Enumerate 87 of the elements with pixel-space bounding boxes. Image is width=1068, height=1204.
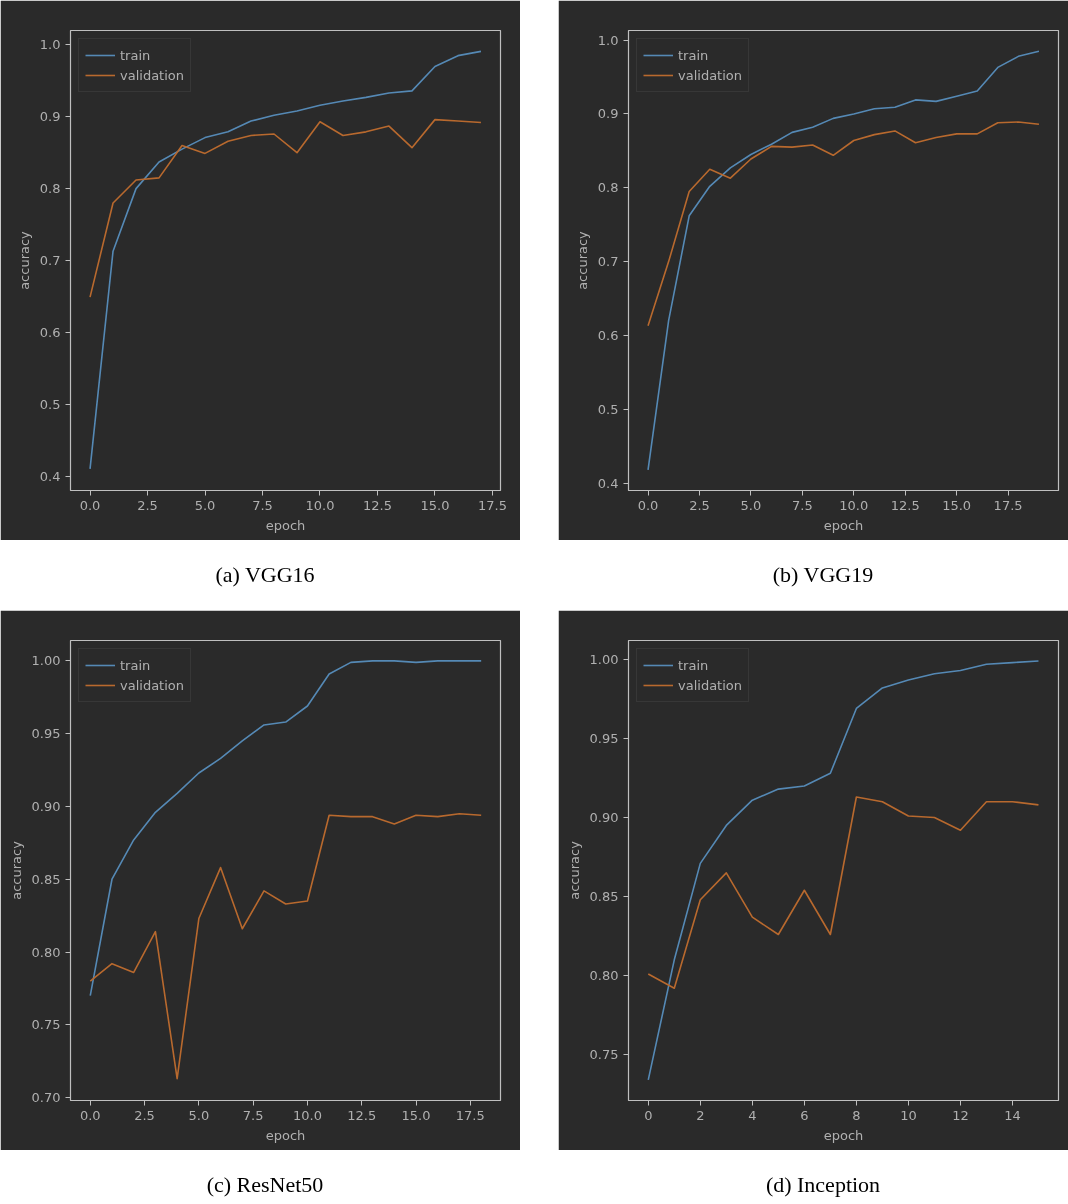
y-tick-label: 1.0 bbox=[39, 37, 61, 53]
x-tick-label: 17.5 bbox=[993, 497, 1023, 513]
y-tick-label: 0.4 bbox=[39, 468, 61, 484]
y-tick-label: 0.7 bbox=[597, 254, 619, 270]
line-series bbox=[647, 660, 1040, 1081]
x-tick-label: 2.5 bbox=[689, 497, 710, 513]
x-tick-label: 17.5 bbox=[477, 497, 507, 513]
y-axis-title: accuracy bbox=[8, 840, 24, 900]
x-tick-label: 2 bbox=[696, 1107, 705, 1123]
line-series bbox=[89, 118, 482, 298]
legend-label: validation bbox=[120, 677, 185, 693]
y-tick-label: 0.85 bbox=[589, 889, 619, 905]
y-tick-label: 0.9 bbox=[39, 109, 61, 125]
x-tick-label: 7.5 bbox=[792, 497, 813, 513]
x-tick-label: 5.0 bbox=[194, 497, 216, 513]
x-tick-label: 0.0 bbox=[79, 497, 101, 513]
x-tick-label: 0.0 bbox=[637, 497, 659, 513]
y-tick-label: 0.75 bbox=[31, 1017, 61, 1033]
y-axis-title: accuracy bbox=[16, 230, 32, 290]
x-tick-label: 10.0 bbox=[839, 497, 869, 513]
y-tick-label: 0.95 bbox=[589, 731, 619, 747]
text: (d) Inception bbox=[765, 1171, 881, 1199]
y-tick-label: 1.00 bbox=[589, 651, 619, 667]
legend-label: train bbox=[120, 657, 151, 673]
text: (a) VGG16 bbox=[215, 561, 315, 589]
text: (b) VGG19 bbox=[772, 561, 874, 589]
y-tick-label: 1.00 bbox=[31, 653, 61, 669]
y-tick-label: 0.80 bbox=[31, 944, 61, 960]
line-series bbox=[89, 50, 482, 470]
legend-label: validation bbox=[678, 67, 743, 83]
line-series bbox=[89, 812, 482, 1080]
x-tick-label: 4 bbox=[748, 1107, 757, 1123]
x-tick-label: 0.0 bbox=[79, 1107, 101, 1123]
x-tick-label: 5.0 bbox=[740, 497, 762, 513]
x-tick-label: 12 bbox=[952, 1107, 969, 1123]
x-tick-label: 15.0 bbox=[942, 497, 972, 513]
y-tick-label: 0.70 bbox=[31, 1090, 61, 1106]
y-tick-label: 0.8 bbox=[39, 181, 61, 197]
x-tick-label: 5.0 bbox=[188, 1107, 210, 1123]
line-series bbox=[647, 796, 1040, 990]
y-tick-label: 0.6 bbox=[597, 327, 619, 343]
line-series bbox=[647, 50, 1040, 471]
x-tick-label: 7.5 bbox=[252, 497, 273, 513]
x-tick-label: 6 bbox=[800, 1107, 809, 1123]
x-tick-label: 2.5 bbox=[134, 1107, 155, 1123]
x-tick-label: 10.0 bbox=[292, 1107, 322, 1123]
x-axis-title: epoch bbox=[265, 1127, 306, 1143]
y-tick-label: 0.4 bbox=[597, 475, 619, 491]
line-series bbox=[89, 660, 482, 997]
legend-label: validation bbox=[678, 677, 743, 693]
x-tick-label: 0 bbox=[644, 1107, 653, 1123]
line-series bbox=[647, 121, 1040, 327]
legend-label: train bbox=[120, 47, 151, 63]
legend-label: train bbox=[678, 657, 709, 673]
y-tick-label: 0.80 bbox=[589, 968, 619, 984]
legend-label: validation bbox=[120, 67, 185, 83]
x-tick-label: 8 bbox=[852, 1107, 861, 1123]
y-axis-title: accuracy bbox=[574, 230, 590, 290]
x-tick-label: 10 bbox=[900, 1107, 917, 1123]
x-axis-title: epoch bbox=[823, 517, 864, 533]
y-tick-label: 0.90 bbox=[589, 810, 619, 826]
y-tick-label: 0.90 bbox=[31, 798, 61, 814]
text: (c) ResNet50 bbox=[206, 1171, 324, 1199]
y-tick-label: 0.75 bbox=[589, 1047, 619, 1063]
x-tick-label: 10.0 bbox=[305, 497, 335, 513]
x-tick-label: 17.5 bbox=[455, 1107, 485, 1123]
y-tick-label: 0.6 bbox=[39, 324, 61, 340]
x-tick-label: 15.0 bbox=[420, 497, 450, 513]
x-tick-label: 12.5 bbox=[347, 1107, 377, 1123]
y-tick-label: 0.9 bbox=[597, 106, 619, 122]
x-tick-label: 2.5 bbox=[137, 497, 158, 513]
y-axis-title: accuracy bbox=[566, 840, 582, 900]
y-tick-label: 0.95 bbox=[31, 726, 61, 742]
x-tick-label: 15.0 bbox=[401, 1107, 431, 1123]
y-tick-label: 0.8 bbox=[597, 180, 619, 196]
x-tick-label: 14 bbox=[1004, 1107, 1021, 1123]
legend-label: train bbox=[678, 47, 709, 63]
x-axis-title: epoch bbox=[265, 517, 306, 533]
x-tick-label: 12.5 bbox=[363, 497, 392, 513]
y-tick-label: 0.85 bbox=[31, 871, 61, 887]
x-tick-label: 12.5 bbox=[890, 497, 920, 513]
y-tick-label: 1.0 bbox=[597, 32, 619, 48]
y-tick-label: 0.7 bbox=[39, 253, 61, 268]
y-tick-label: 0.5 bbox=[39, 396, 61, 412]
y-tick-label: 0.5 bbox=[597, 401, 619, 417]
x-tick-label: 7.5 bbox=[242, 1107, 264, 1123]
x-axis-title: epoch bbox=[823, 1127, 864, 1143]
